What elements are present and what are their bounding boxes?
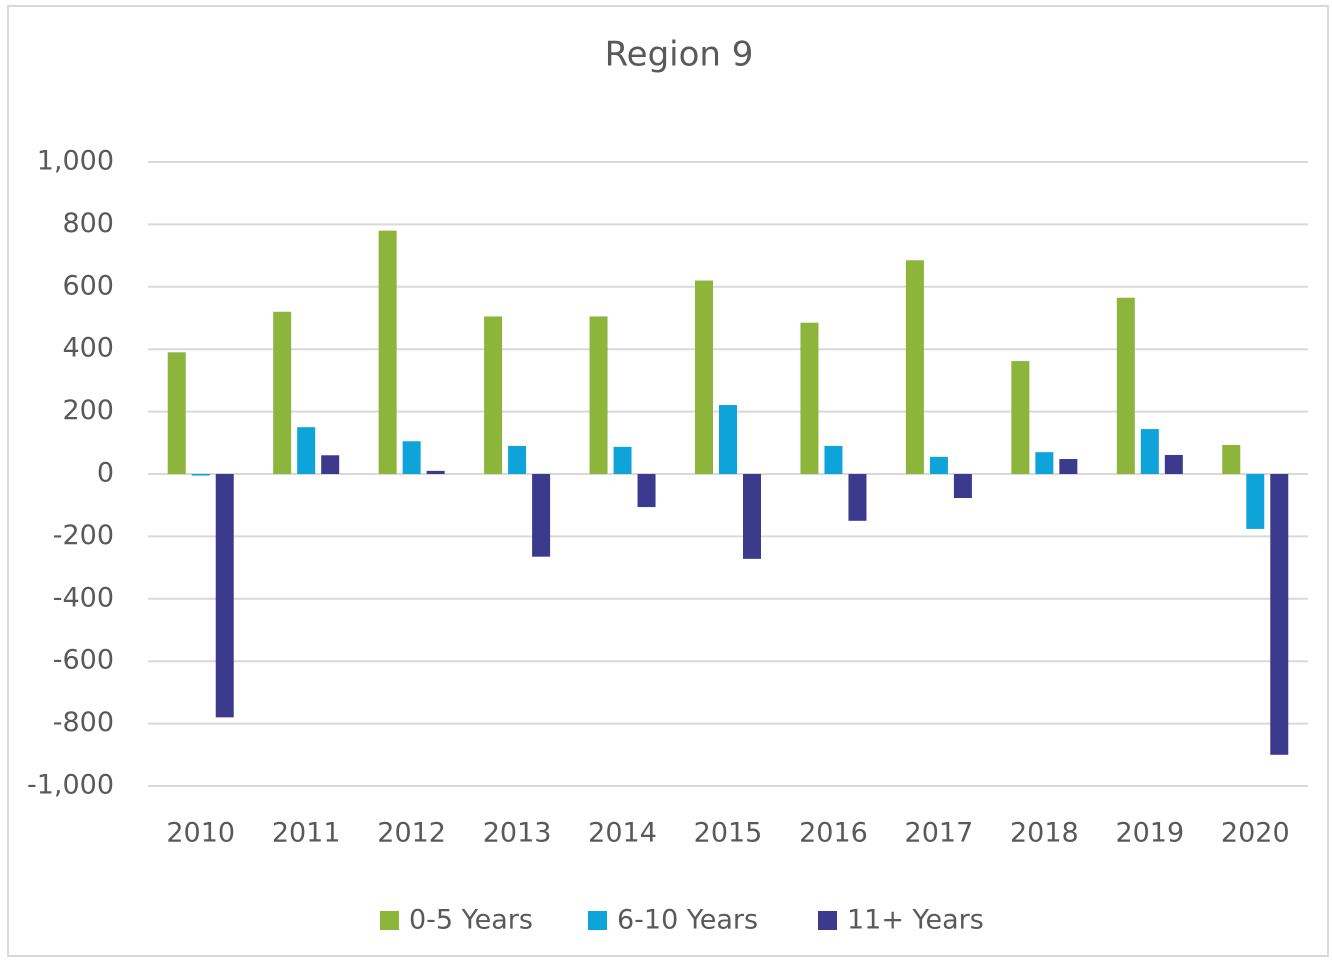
x-tick-label: 2019 [1115,818,1184,849]
bar [378,230,397,474]
bar [1116,297,1135,474]
y-tick-label: -1,000 [27,770,114,801]
bar [1059,459,1078,474]
bar [905,260,924,474]
x-tick-label: 2020 [1221,818,1290,849]
y-tick-label: 600 [62,270,114,301]
legend-swatch [588,911,607,930]
bar [1246,474,1265,529]
bar [613,446,632,474]
bar [191,474,210,476]
bar [1222,444,1241,474]
bar [215,474,234,718]
legend-label: 0-5 Years [409,905,533,936]
bar [824,445,843,474]
y-tick-label: -400 [53,582,114,613]
x-tick-label: 2010 [166,818,235,849]
chart-border [7,5,1329,957]
x-tick-label: 2017 [905,818,974,849]
bar [532,474,551,557]
bar [953,474,972,499]
bar [800,322,819,474]
x-tick-label: 2011 [272,818,341,849]
x-tick-label: 2012 [377,818,446,849]
chart-title: Region 9 [605,35,754,75]
bar [695,280,713,474]
bar [589,316,608,474]
y-tick-label: 200 [62,395,114,426]
bar [1011,361,1030,474]
bar [426,470,445,474]
legend-swatch [818,911,837,930]
y-tick-label: 800 [62,208,114,239]
bar [1140,429,1159,474]
bar [1164,454,1183,474]
y-tick-label: 0 [97,458,114,489]
y-tick-label: -600 [53,645,114,676]
bar [508,445,527,474]
legend-swatch [380,911,399,930]
bar [637,474,656,508]
x-tick-label: 2014 [588,818,657,849]
x-tick-label: 2016 [799,818,868,849]
bar [167,352,186,474]
y-tick-label: -200 [53,520,114,551]
bar [297,427,316,474]
legend-label: 11+ Years [847,905,984,936]
bar [273,311,292,474]
x-tick-label: 2013 [483,818,552,849]
y-tick-label: -800 [53,707,114,738]
legend-label: 6-10 Years [617,905,758,936]
bar [743,474,761,559]
bar [1270,474,1289,755]
bar [1035,452,1054,474]
bar [484,316,503,474]
bar [929,456,948,474]
bar [719,405,737,474]
x-tick-label: 2018 [1010,818,1079,849]
y-tick-label: 400 [62,333,114,364]
x-tick-label: 2015 [694,818,763,849]
bar [321,455,340,474]
bar [848,474,867,521]
bar [402,441,421,474]
y-tick-label: 1,000 [37,146,114,177]
